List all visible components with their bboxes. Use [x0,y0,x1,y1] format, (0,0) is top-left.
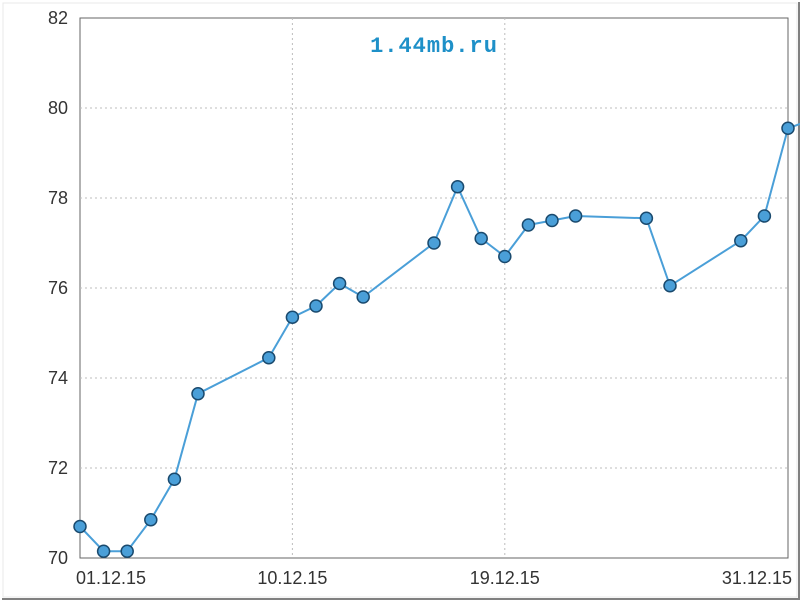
data-point [452,181,464,193]
data-point [121,545,133,557]
y-tick-label: 82 [48,8,68,28]
data-point [758,210,770,222]
data-point [499,251,511,263]
y-tick-label: 78 [48,188,68,208]
data-point [286,311,298,323]
data-point [475,233,487,245]
data-point [310,300,322,312]
data-point [522,219,534,231]
data-point [735,235,747,247]
data-point [357,291,369,303]
y-tick-label: 76 [48,278,68,298]
watermark-text: 1.44mb.ru [370,34,498,59]
data-point [192,388,204,400]
x-tick-label: 19.12.15 [470,568,540,588]
data-point [570,210,582,222]
x-tick-label: 01.12.15 [76,568,146,588]
data-point [334,278,346,290]
line-chart: 70 72 74 76 78 80 82 01.12.15 10.12.15 19.12.15 31… [0,0,800,600]
data-point [263,352,275,364]
x-tick-label: 10.12.15 [257,568,327,588]
data-point [782,122,794,134]
chart-container: 70 72 74 76 78 80 82 01.12.15 10.12.15 19.12.15 31… [0,0,800,600]
y-tick-label: 72 [48,458,68,478]
data-point [640,212,652,224]
data-point [546,215,558,227]
x-tick-label: 31.12.15 [722,568,792,588]
data-point [664,280,676,292]
data-point [74,521,86,533]
y-tick-label: 70 [48,548,68,568]
y-tick-label: 74 [48,368,68,388]
y-tick-label: 80 [48,98,68,118]
data-point [145,514,157,526]
data-point [428,237,440,249]
data-point [168,473,180,485]
data-point [98,545,110,557]
